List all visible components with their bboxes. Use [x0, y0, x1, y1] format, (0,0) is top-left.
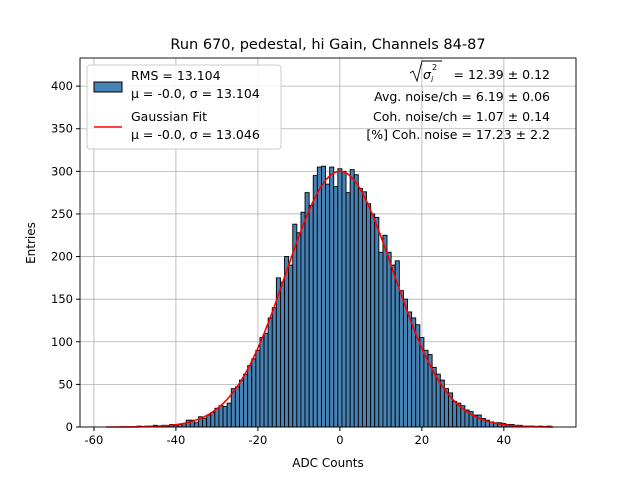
histogram-bar — [452, 400, 458, 428]
histogram-bar — [329, 166, 335, 428]
y-tick-label: 200 — [51, 250, 73, 264]
histogram-bar — [378, 251, 384, 428]
histogram-bar — [271, 307, 277, 428]
histogram-bar — [386, 251, 392, 428]
histogram-bar — [308, 204, 314, 428]
chart-title: Run 670, pedestal, hi Gain, Channels 84-… — [170, 37, 485, 53]
y-tick-label: 100 — [51, 335, 73, 349]
histogram-bar — [366, 203, 372, 428]
x-tick-label: 40 — [497, 433, 512, 447]
histogram-bar — [341, 170, 347, 428]
histogram-bar — [370, 213, 376, 428]
histogram-bar — [251, 358, 257, 428]
histogram-bar — [312, 175, 318, 428]
annotation-4: [%] Coh. noise = 17.23 ± 2.2 — [366, 127, 550, 142]
x-tick-label: -40 — [167, 433, 186, 447]
histogram-bar — [402, 298, 408, 428]
histogram-bar — [255, 349, 261, 428]
annotation-2: Avg. noise/ch = 6.19 ± 0.06 — [374, 89, 550, 104]
histogram-bar — [243, 373, 249, 428]
annotation-3: Coh. noise/ch = 1.07 ± 0.14 — [373, 109, 550, 124]
y-tick-label: 300 — [51, 164, 73, 178]
plot-frame — [79, 57, 577, 428]
histogram-bar — [193, 422, 199, 428]
y-tick-label: 350 — [51, 122, 73, 136]
histogram-bar — [292, 223, 298, 428]
histogram-bar — [353, 174, 359, 428]
histogram-bar — [398, 290, 404, 428]
histogram-bar — [357, 187, 363, 428]
x-tick-label: 0 — [336, 433, 343, 447]
histogram-bar — [320, 165, 326, 428]
x-tick-label: 20 — [415, 433, 430, 447]
histogram-bar — [382, 234, 388, 428]
x-tick-label: -60 — [85, 433, 104, 447]
legend-rms-line1: RMS = 13.104 — [131, 68, 221, 83]
gaussian-fit-line — [106, 170, 553, 428]
histogram-bar — [333, 186, 339, 428]
histogram-bar — [234, 386, 240, 428]
grid — [80, 58, 576, 428]
histogram-bar — [411, 317, 417, 428]
legend-fit-line1: Gaussian Fit — [131, 109, 207, 124]
histogram-bar — [214, 407, 220, 428]
histogram-bar — [349, 169, 355, 428]
histogram-bar — [284, 256, 290, 428]
y-tick-label: 50 — [58, 377, 73, 391]
histogram-bar — [476, 414, 482, 428]
legend-fit-line2: μ = -0.0, σ = 13.046 — [131, 127, 260, 142]
y-tick-label: 150 — [51, 292, 73, 306]
legend-rms-line2: μ = -0.0, σ = 13.104 — [131, 86, 260, 101]
histogram-bar — [279, 281, 285, 428]
histogram-bar — [206, 414, 212, 428]
legend: RMS = 13.104 μ = -0.0, σ = 13.104 Gaussi… — [86, 64, 282, 150]
histogram-bar — [222, 406, 228, 428]
histogram-bar — [202, 418, 208, 428]
y-axis-label: Entries — [24, 222, 38, 264]
histogram-bar — [247, 365, 253, 428]
histogram-bar — [390, 264, 396, 428]
x-axis-label: ADC Counts — [292, 456, 364, 470]
histogram-bar — [325, 183, 331, 428]
histogram-bar — [337, 168, 343, 428]
annotations: σi 2 = 12.39 ± 0.12 Avg. noise/ch = 6.19… — [366, 60, 550, 142]
legend-patch-rms — [93, 81, 123, 93]
histogram-bar — [296, 232, 302, 428]
x-tick-label: -20 — [249, 433, 268, 447]
histogram-bar — [345, 192, 351, 428]
histogram-bar — [316, 166, 322, 428]
annotation-1: = 12.39 ± 0.12 — [454, 67, 550, 82]
histogram-bar — [218, 405, 224, 428]
histogram-bar — [210, 412, 216, 428]
histogram-bar — [263, 332, 269, 428]
y-tick-label: 400 — [51, 79, 73, 93]
histogram-bar — [361, 191, 367, 428]
y-tick-label: 0 — [66, 420, 73, 434]
sqrt-symbol — [409, 60, 442, 83]
histogram-bar — [304, 192, 310, 428]
histogram-bar — [259, 337, 265, 428]
histogram-bar — [407, 311, 413, 428]
histogram-bar — [267, 317, 273, 428]
annotation-sigma: σi — [423, 67, 434, 84]
histogram-bar — [226, 402, 232, 428]
histogram-bar — [300, 211, 306, 428]
histogram-bar — [374, 216, 380, 428]
histogram-bar — [288, 264, 294, 428]
annotation-sigma-sup: 2 — [432, 63, 437, 72]
bars — [136, 165, 552, 428]
histogram-bar — [239, 379, 245, 428]
y-tick-label: 250 — [51, 207, 73, 221]
